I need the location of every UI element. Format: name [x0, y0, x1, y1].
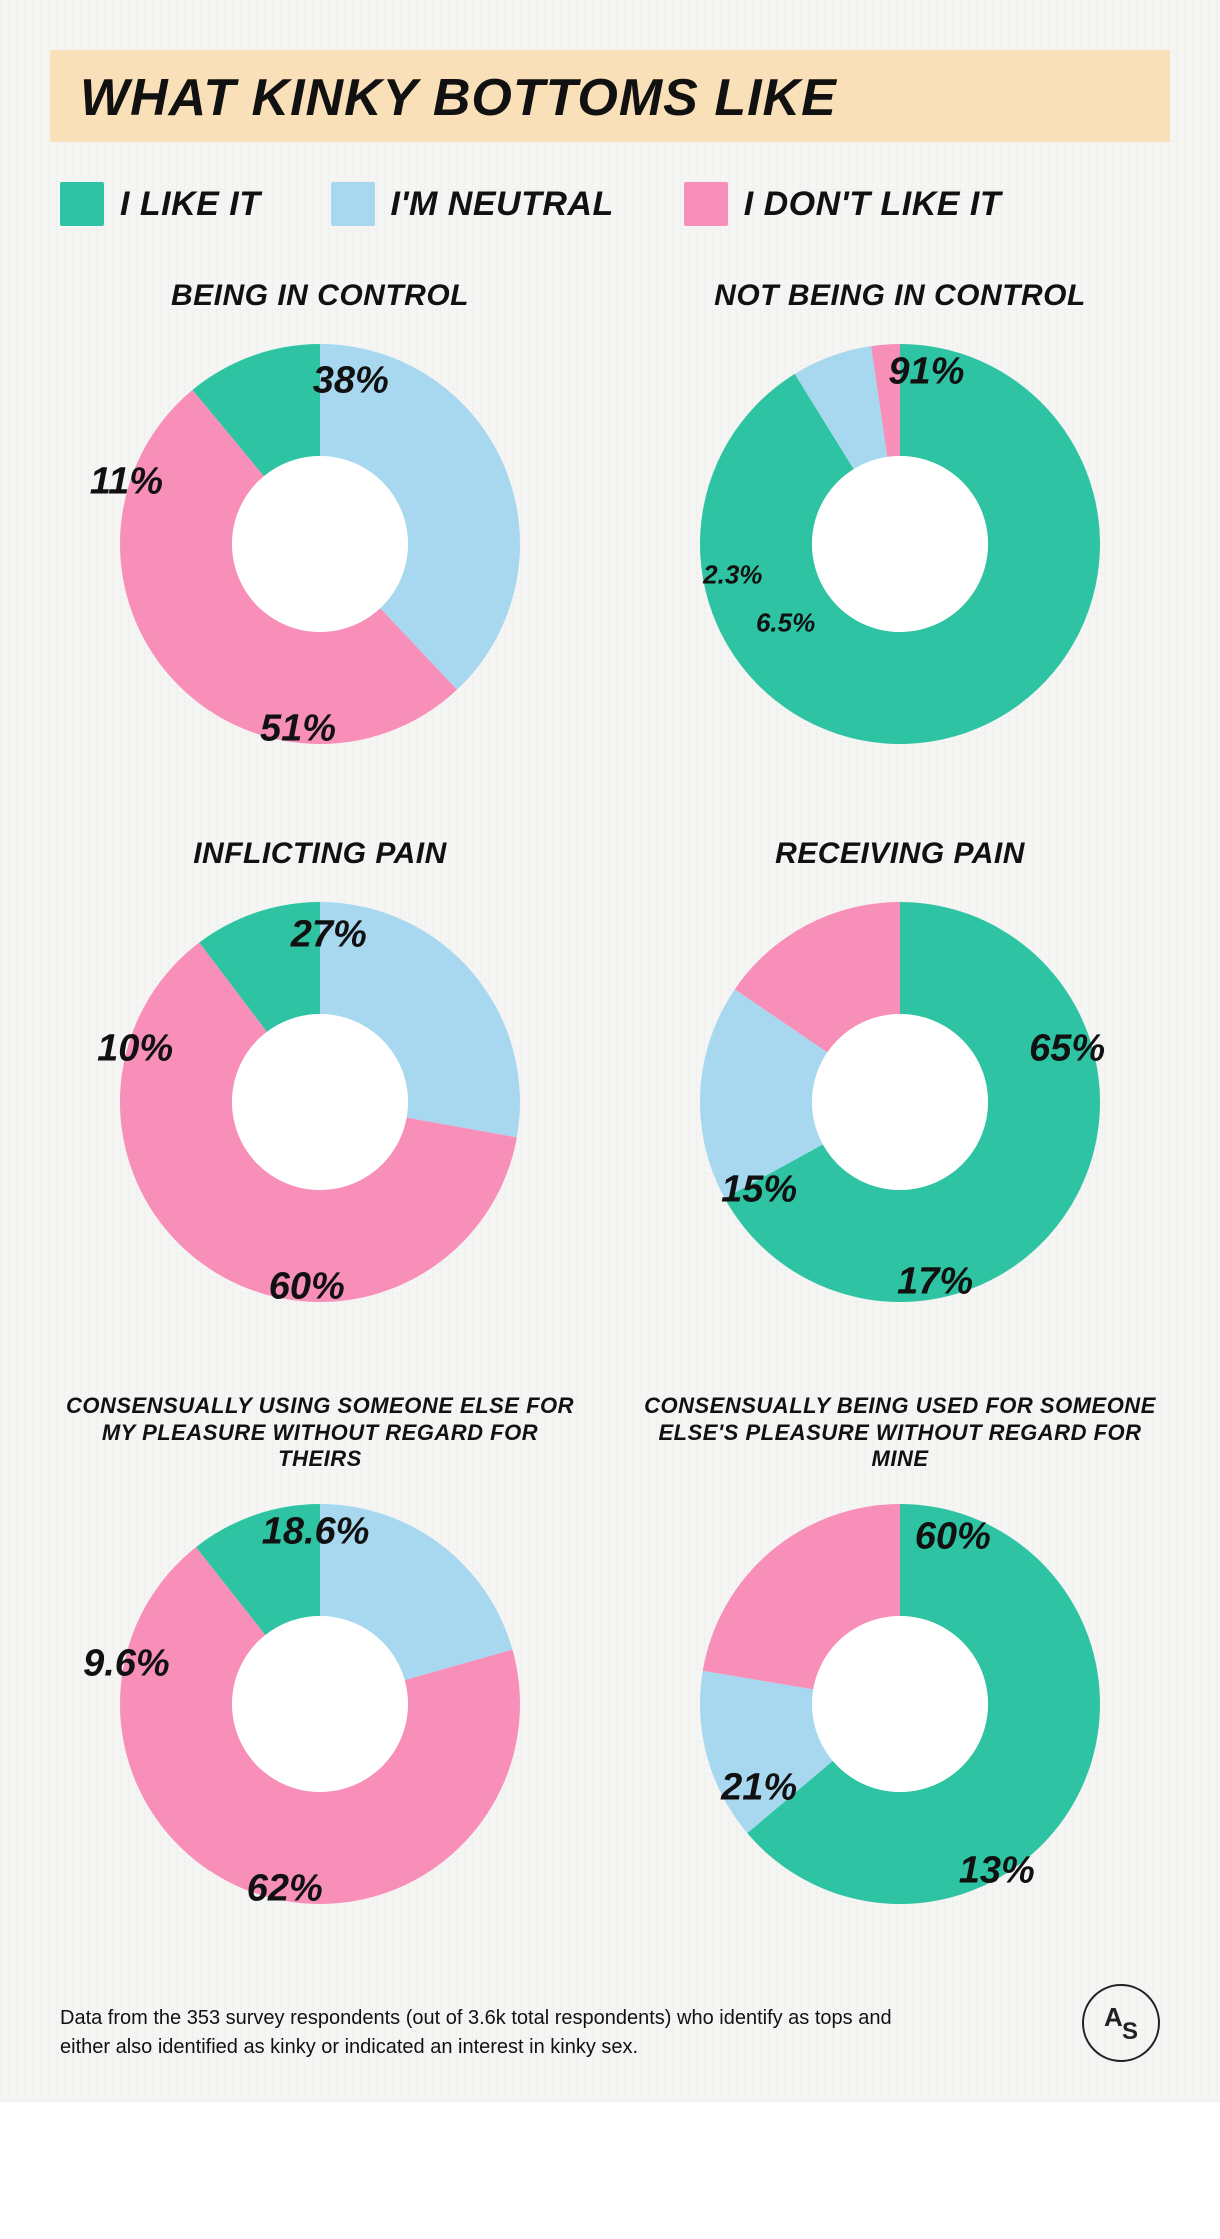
legend-label: I DON'T LIKE IT — [744, 185, 1001, 224]
legend-label: I LIKE IT — [120, 185, 261, 224]
chart-title: RECEIVING PAIN — [640, 834, 1160, 872]
chart-grid: BEING IN CONTROL 38% 51% 11% NOT BEING IN CO… — [50, 276, 1170, 1924]
pct-label-dislike: 51% — [260, 707, 336, 750]
chart-using-someone: CONSENSUALLY USING SOMEONE ELSE FOR MY P… — [60, 1392, 580, 1924]
title-band: WHAT KINKY BOTTOMS LIKE — [50, 50, 1170, 142]
pct-label-like: 65% — [1029, 1028, 1105, 1071]
legend-swatch — [331, 182, 375, 226]
chart-title: CONSENSUALLY USING SOMEONE ELSE FOR MY P… — [60, 1392, 580, 1474]
chart-title: BEING IN CONTROL — [60, 276, 580, 314]
pct-label-dislike: 62% — [247, 1867, 323, 1910]
donut-chart: 91% 6.5% 2.3% — [680, 324, 1120, 764]
chart-being-used: CONSENSUALLY BEING USED FOR SOMEONE ELSE… — [640, 1392, 1160, 1924]
pct-label-neutral: 27% — [291, 913, 367, 956]
donut-chart: 60% 13% 21% — [680, 1484, 1120, 1924]
legend-label: I'M NEUTRAL — [391, 185, 614, 224]
donut-chart: 18.6%62%9.6% — [100, 1484, 540, 1924]
pct-label-like: 10% — [97, 1028, 173, 1071]
logo-letter-a: A — [1104, 2002, 1123, 2033]
pct-label-neutral: 18.6% — [262, 1511, 370, 1554]
pct-label-neutral: 13% — [959, 1850, 1035, 1893]
legend: I LIKE IT I'M NEUTRAL I DON'T LIKE IT — [50, 182, 1170, 276]
pct-label-like: 91% — [888, 351, 964, 394]
infographic-page: WHAT KINKY BOTTOMS LIKE I LIKE IT I'M NEU… — [0, 0, 1220, 2102]
chart-inflicting-pain: INFLICTING PAIN 27% 60% 10% — [60, 834, 580, 1322]
chart-title: CONSENSUALLY BEING USED FOR SOMEONE ELSE… — [640, 1392, 1160, 1474]
legend-item: I'M NEUTRAL — [331, 182, 614, 226]
donut-chart: 38%51%11% — [100, 324, 540, 764]
legend-item: I LIKE IT — [60, 182, 261, 226]
chart-title: INFLICTING PAIN — [60, 834, 580, 872]
donut-chart: 27% 60% 10% — [100, 882, 540, 1322]
chart-being-in-control: BEING IN CONTROL 38% 51% 11% — [60, 276, 580, 764]
pct-label-neutral: 6.5% — [756, 608, 815, 639]
footer: Data from the 353 survey respondents (ou… — [50, 1984, 1170, 2062]
pct-label-neutral: 38% — [313, 360, 389, 403]
pct-label-like: 9.6% — [83, 1643, 170, 1686]
pct-label-dislike: 60% — [269, 1265, 345, 1308]
chart-not-being-in-control: NOT BEING IN CONTROL 91% 6.5% 2.3% — [640, 276, 1160, 764]
pct-label-like: 11% — [90, 461, 163, 504]
logo-letter-s: S — [1122, 2018, 1138, 2046]
pct-label-dislike: 15% — [721, 1169, 797, 1212]
legend-item: I DON'T LIKE IT — [684, 182, 1001, 226]
chart-title: NOT BEING IN CONTROL — [640, 276, 1160, 314]
donut-chart: 65% 17% 15% — [680, 882, 1120, 1322]
brand-logo-icon: A S — [1082, 1984, 1160, 2062]
pct-label-neutral: 17% — [897, 1261, 973, 1304]
pct-label-dislike: 2.3% — [703, 559, 762, 590]
pct-label-like: 60% — [915, 1515, 991, 1558]
pct-label-dislike: 21% — [721, 1766, 797, 1809]
legend-swatch — [60, 182, 104, 226]
footer-text: Data from the 353 survey respondents (ou… — [60, 2004, 940, 2062]
page-title: WHAT KINKY BOTTOMS LIKE — [80, 68, 1140, 128]
legend-swatch — [684, 182, 728, 226]
chart-receiving-pain: RECEIVING PAIN 65% 17% 15% — [640, 834, 1160, 1322]
